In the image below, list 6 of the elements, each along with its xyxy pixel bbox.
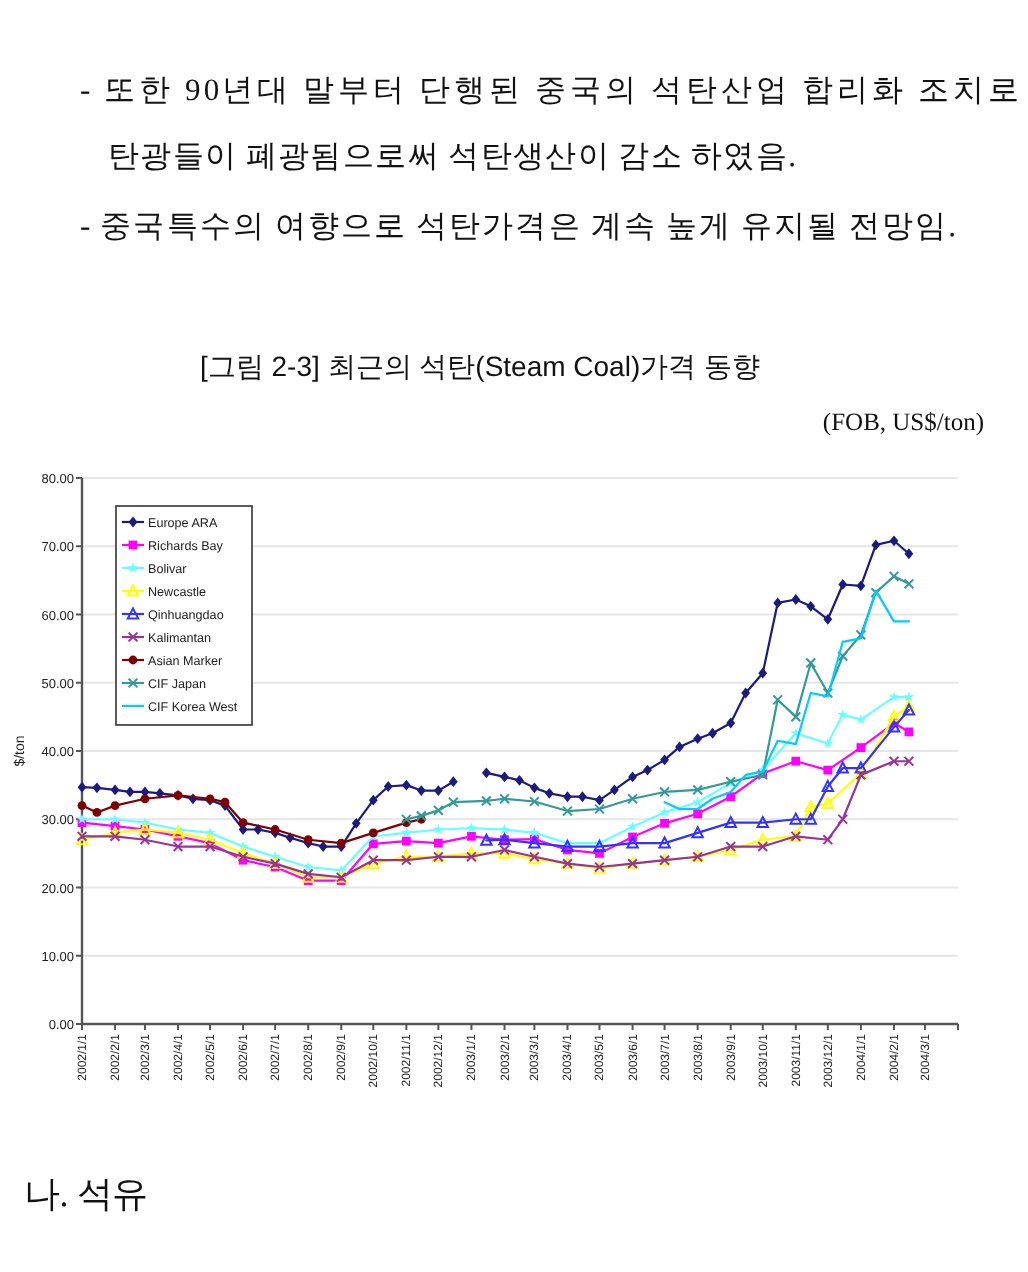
text: - 중국특수의 여향으로 석탄가격은 계속 높게 유지될 전망임.	[80, 210, 956, 244]
chart-subtitle: (FOB, US$/ton)	[822, 408, 984, 436]
chart-title: [그림 2-3] 최근의 석탄(Steam Coal)가격 동향	[199, 350, 761, 382]
text: 나. 석유	[24, 1174, 148, 1214]
text: - 또한 90년대 말부터 단행된 중국의 석탄산업 합리화 조치로	[80, 74, 1020, 108]
text: 탄광들이 폐광됨으로써 석탄생산이 감소 하였음.	[108, 140, 796, 174]
